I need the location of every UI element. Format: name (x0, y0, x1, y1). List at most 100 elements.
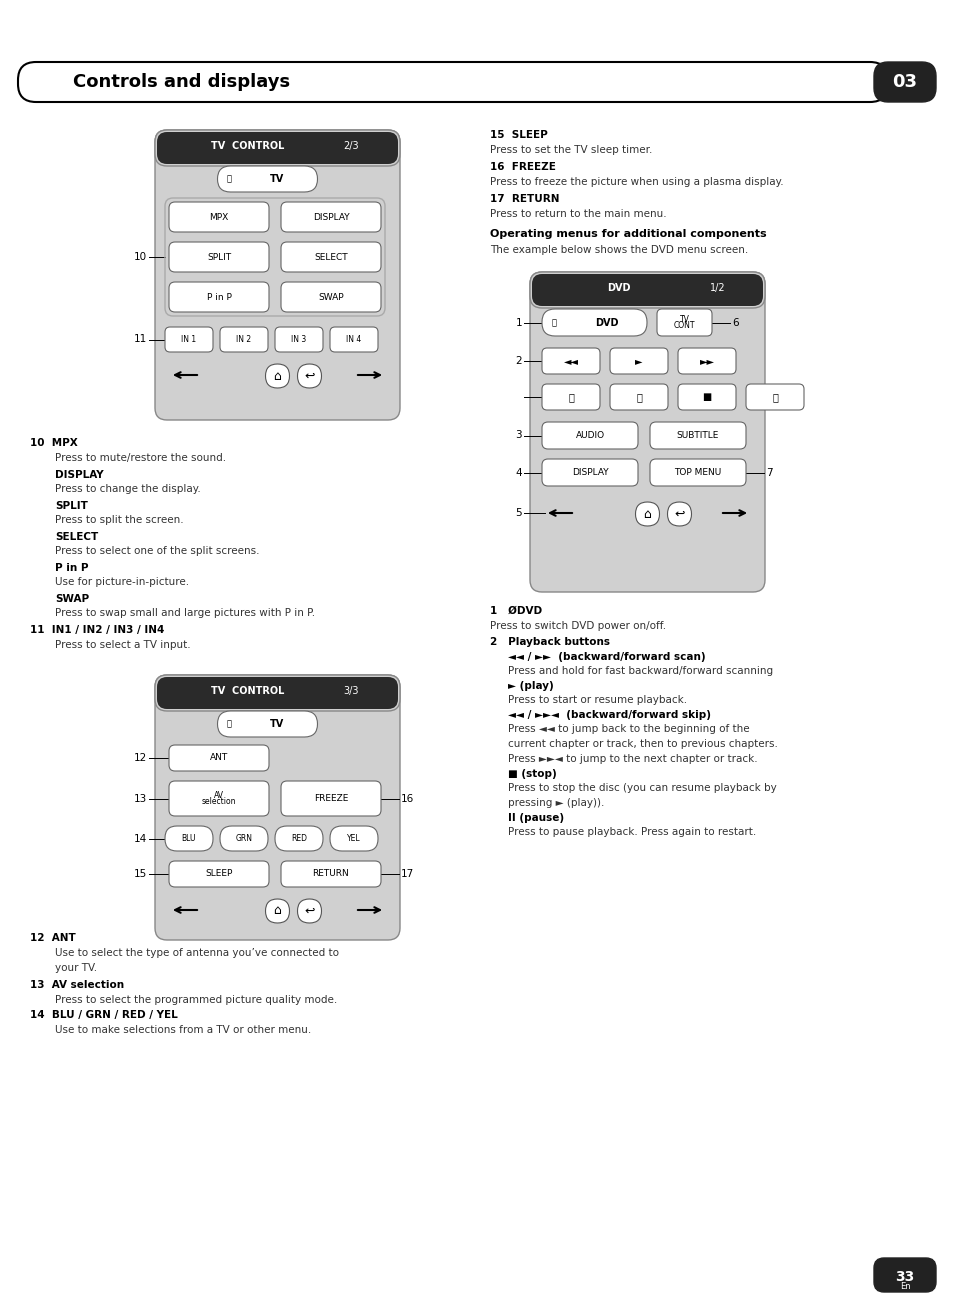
FancyBboxPatch shape (281, 242, 380, 272)
Text: 2/3: 2/3 (343, 141, 358, 151)
FancyBboxPatch shape (297, 364, 321, 388)
FancyBboxPatch shape (281, 781, 380, 816)
FancyBboxPatch shape (281, 202, 380, 232)
FancyBboxPatch shape (330, 328, 377, 352)
Text: II (pause): II (pause) (507, 814, 563, 823)
Text: SELECT: SELECT (314, 253, 348, 262)
FancyBboxPatch shape (157, 132, 397, 164)
Text: ■ (stop): ■ (stop) (507, 769, 557, 779)
Text: your TV.: your TV. (55, 963, 97, 973)
Text: 15  SLEEP: 15 SLEEP (490, 130, 547, 140)
FancyBboxPatch shape (281, 861, 380, 887)
Text: Press to select a TV input.: Press to select a TV input. (55, 641, 191, 650)
Text: Press to swap small and large pictures with P in P.: Press to swap small and large pictures w… (55, 608, 314, 618)
Text: Press to start or resume playback.: Press to start or resume playback. (507, 696, 686, 705)
Text: 17  RETURN: 17 RETURN (490, 194, 558, 204)
Text: Use to make selections from a TV or other menu.: Use to make selections from a TV or othe… (55, 1024, 311, 1035)
Text: MPX: MPX (209, 212, 229, 221)
Text: SWAP: SWAP (318, 292, 343, 301)
Text: ►►: ►► (699, 356, 714, 365)
Text: ■: ■ (701, 392, 711, 402)
Text: ► (play): ► (play) (507, 681, 553, 690)
Text: 16  FREEZE: 16 FREEZE (490, 162, 556, 172)
Text: 13  AV selection: 13 AV selection (30, 980, 124, 990)
Text: Press and hold for fast backward/forward scanning: Press and hold for fast backward/forward… (507, 665, 772, 676)
Text: 17: 17 (400, 869, 414, 879)
FancyBboxPatch shape (532, 274, 762, 307)
Text: ⏻: ⏻ (227, 174, 232, 183)
Text: Use for picture-in-picture.: Use for picture-in-picture. (55, 576, 189, 587)
Text: 3/3: 3/3 (343, 686, 358, 696)
Text: 7: 7 (765, 468, 772, 478)
FancyBboxPatch shape (169, 861, 269, 887)
Text: 5: 5 (515, 508, 521, 517)
FancyBboxPatch shape (541, 384, 599, 410)
FancyBboxPatch shape (165, 328, 213, 352)
Text: BLU: BLU (182, 834, 196, 844)
Text: 4: 4 (515, 468, 521, 478)
Text: ⌂: ⌂ (274, 369, 281, 383)
Text: Press to return to the main menu.: Press to return to the main menu. (490, 210, 666, 219)
Text: DISPLAY: DISPLAY (571, 468, 608, 477)
Text: The example below shows the DVD menu screen.: The example below shows the DVD menu scr… (490, 245, 747, 255)
FancyBboxPatch shape (157, 677, 397, 709)
Text: SPLIT: SPLIT (55, 500, 88, 511)
Text: TV: TV (679, 314, 689, 324)
Text: DVD: DVD (595, 318, 618, 328)
Text: SELECT: SELECT (55, 532, 98, 542)
Text: 14: 14 (133, 833, 147, 844)
Text: ◄◄ / ►►◄  (backward/forward skip): ◄◄ / ►►◄ (backward/forward skip) (507, 710, 710, 721)
FancyBboxPatch shape (274, 328, 323, 352)
FancyBboxPatch shape (281, 282, 380, 312)
FancyBboxPatch shape (635, 502, 659, 527)
FancyBboxPatch shape (169, 781, 269, 816)
FancyBboxPatch shape (609, 348, 667, 373)
Text: 10  MPX: 10 MPX (30, 438, 77, 448)
Text: IN 4: IN 4 (346, 335, 361, 345)
Bar (541, 276, 752, 304)
FancyBboxPatch shape (169, 282, 269, 312)
Text: SLEEP: SLEEP (205, 870, 233, 879)
Text: ⏻: ⏻ (227, 719, 232, 728)
FancyBboxPatch shape (154, 130, 399, 166)
FancyBboxPatch shape (154, 675, 399, 941)
Text: 12: 12 (133, 753, 147, 762)
Bar (167, 679, 388, 707)
Text: CONT: CONT (673, 321, 695, 330)
Text: ANT: ANT (210, 753, 228, 762)
Text: TV  CONTROL: TV CONTROL (212, 141, 285, 151)
FancyBboxPatch shape (18, 62, 887, 102)
Text: SWAP: SWAP (55, 593, 89, 604)
FancyBboxPatch shape (541, 348, 599, 373)
Text: ↩: ↩ (674, 507, 684, 520)
Text: ⏸: ⏸ (636, 392, 641, 402)
FancyBboxPatch shape (678, 384, 735, 410)
Text: Press to change the display.: Press to change the display. (55, 483, 200, 494)
Text: Press to set the TV sleep timer.: Press to set the TV sleep timer. (490, 145, 652, 155)
Text: 1: 1 (515, 317, 521, 328)
Text: 1/2: 1/2 (709, 283, 725, 293)
Text: 2: 2 (515, 356, 521, 365)
Text: AUDIO: AUDIO (575, 431, 604, 440)
Text: Press to stop the disc (you can resume playback by: Press to stop the disc (you can resume p… (507, 783, 776, 793)
FancyBboxPatch shape (649, 458, 745, 486)
Text: DISPLAY: DISPLAY (55, 470, 104, 479)
Text: Press to freeze the picture when using a plasma display.: Press to freeze the picture when using a… (490, 177, 782, 187)
Text: RETURN: RETURN (313, 870, 349, 879)
FancyBboxPatch shape (541, 309, 646, 335)
FancyBboxPatch shape (330, 827, 377, 852)
FancyBboxPatch shape (649, 422, 745, 449)
FancyBboxPatch shape (678, 348, 735, 373)
FancyBboxPatch shape (530, 272, 764, 592)
Bar (167, 134, 388, 162)
Text: DVD: DVD (607, 283, 630, 293)
FancyBboxPatch shape (873, 1258, 935, 1292)
FancyBboxPatch shape (169, 202, 269, 232)
Text: P in P: P in P (207, 292, 232, 301)
FancyBboxPatch shape (873, 62, 935, 102)
Text: TV: TV (270, 719, 284, 728)
FancyBboxPatch shape (217, 711, 317, 738)
Text: Operating menus for additional components: Operating menus for additional component… (490, 229, 766, 238)
FancyBboxPatch shape (169, 242, 269, 272)
Text: ►: ► (635, 356, 642, 365)
